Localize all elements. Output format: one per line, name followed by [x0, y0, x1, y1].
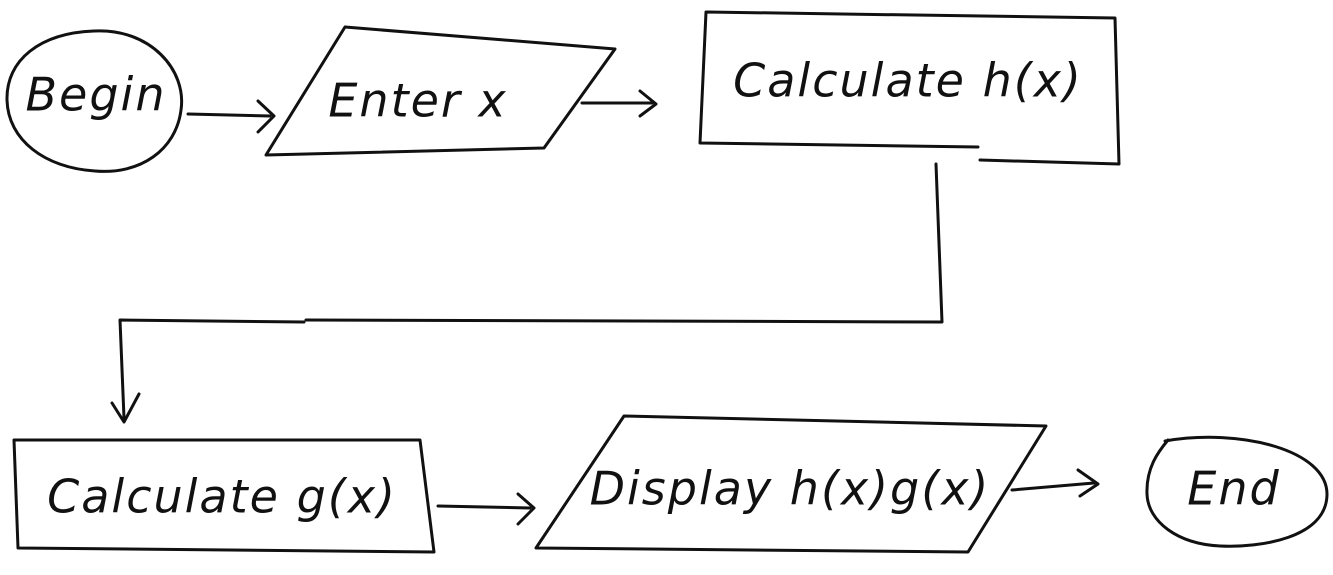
display-node: Display h(x)g(x) — [534, 414, 1048, 554]
arrow-begin-to-enter-line — [186, 112, 272, 118]
arrow-display-to-end-line — [1010, 481, 1096, 492]
calc-g-rectangle — [12, 438, 436, 554]
connector-calc-h-to-calc-g — [110, 162, 944, 424]
display-label: Display h(x)g(x) — [590, 462, 991, 516]
end-oval — [1145, 435, 1329, 548]
arrow-enter-to-calc-h — [580, 89, 658, 118]
enter-x-label: Enter x — [328, 74, 507, 128]
calc-g-node: Calculate g(x) — [12, 438, 436, 554]
arrow-calc-g-to-display — [436, 492, 536, 526]
arrow-enter-to-calc-h-head — [638, 89, 658, 118]
connector-calc-h-to-calc-g-head — [110, 392, 141, 424]
begin-oval — [5, 29, 184, 173]
calc-h-node: Calculate h(x) — [698, 10, 1121, 166]
arrow-calc-g-to-display-line — [436, 504, 532, 510]
arrow-display-to-end — [1010, 468, 1100, 498]
calc-h-label: Calculate h(x) — [733, 54, 1083, 108]
display-parallelogram — [534, 414, 1048, 554]
calc-g-label: Calculate g(x) — [47, 470, 397, 524]
enter-x-node: Enter x — [264, 25, 617, 157]
end-node: End — [1145, 435, 1329, 548]
arrow-begin-to-enter-head — [256, 99, 276, 134]
arrow-begin-to-enter — [186, 99, 276, 134]
end-label: End — [1187, 462, 1280, 516]
calc-h-rectangle — [698, 10, 1121, 166]
connector-calc-h-to-calc-g-line — [118, 162, 944, 420]
enter-x-parallelogram — [264, 25, 617, 157]
begin-label: Begin — [26, 68, 167, 122]
arrow-calc-g-to-display-head — [516, 492, 536, 526]
begin-node: Begin — [5, 29, 184, 173]
arrow-display-to-end-head — [1076, 468, 1100, 498]
